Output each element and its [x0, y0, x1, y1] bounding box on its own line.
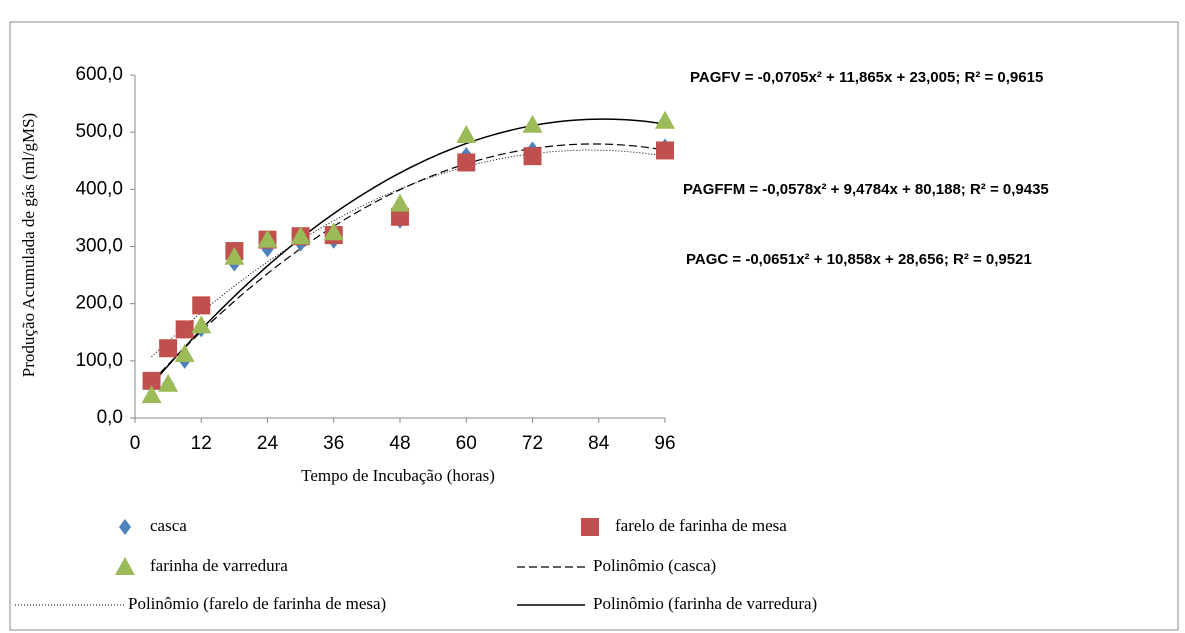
point [391, 207, 409, 226]
point [323, 222, 344, 241]
equation: PAGFFM = -0,0578x² + 9,4784x + 80,188; R… [683, 181, 1049, 198]
x-tick-label: 12 [191, 433, 212, 454]
legend-label: Polinômio (farelo de farinha de mesa) [128, 594, 386, 613]
x-axis-title: Tempo de Incubação (horas) [301, 466, 495, 485]
point [522, 114, 543, 133]
legend-marker [115, 557, 135, 575]
point [390, 193, 410, 212]
point [158, 373, 179, 392]
equation: PAGFV = -0,0705x² + 11,865x + 23,005; R²… [690, 69, 1043, 86]
x-tick-label: 84 [588, 433, 610, 454]
trendline [151, 143, 666, 383]
x-tick-label: 60 [456, 433, 477, 454]
x-tick-label: 36 [323, 433, 344, 454]
point [655, 110, 675, 129]
point [257, 229, 278, 248]
x-tick-label: 72 [522, 433, 543, 454]
point [142, 371, 161, 390]
y-tick-label: 200,0 [75, 293, 123, 314]
trendline [151, 149, 666, 358]
point [523, 147, 542, 166]
y-tick-label: 400,0 [75, 178, 123, 199]
trendline [151, 118, 666, 386]
legend-label: Polinômio (casca) [593, 556, 716, 575]
x-tick-label: 0 [130, 433, 141, 454]
y-tick-label: 0,0 [97, 407, 123, 428]
point [192, 296, 211, 315]
legend-marker [119, 519, 131, 535]
legend-marker [581, 518, 599, 536]
legend-label: farelo de farinha de mesa [615, 516, 787, 535]
point [656, 141, 674, 160]
y-tick-label: 300,0 [75, 236, 123, 257]
y-tick-label: 600,0 [75, 64, 123, 85]
point [457, 153, 476, 172]
chart-border [9, 21, 1179, 631]
point [290, 226, 311, 245]
point [141, 385, 162, 404]
legend-label: casca [150, 516, 187, 535]
point [174, 343, 195, 362]
point [224, 246, 245, 265]
point [175, 320, 194, 339]
x-tick-label: 24 [257, 433, 279, 454]
y-axis-title: Produção Acumulada de gás (ml/gMS) [19, 113, 38, 377]
point [456, 125, 477, 144]
x-tick-label: 48 [389, 433, 410, 454]
legend-label: Polinômio (farinha de varredura) [593, 594, 817, 613]
point [191, 315, 212, 334]
y-tick-label: 100,0 [75, 350, 123, 371]
x-tick-label: 96 [654, 433, 675, 454]
point [159, 339, 178, 358]
equation: PAGC = -0,0651x² + 10,858x + 28,656; R² … [686, 251, 1032, 268]
y-tick-label: 500,0 [75, 121, 123, 142]
legend-label: farinha de varredura [150, 556, 288, 575]
